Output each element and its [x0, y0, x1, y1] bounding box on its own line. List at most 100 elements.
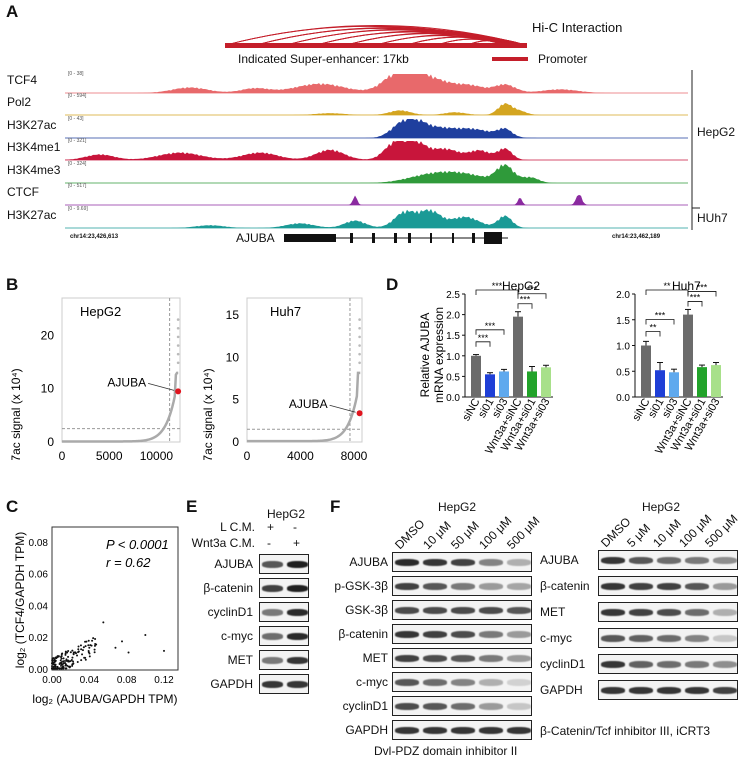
track-label: H3K4me1 — [7, 140, 61, 154]
blot-band — [287, 609, 308, 616]
blot-band — [451, 655, 475, 662]
blot-strip — [259, 650, 309, 670]
blot-band — [262, 561, 283, 568]
e-protein-label: c-myc — [221, 629, 253, 643]
gene-model — [284, 232, 508, 244]
blot-band — [479, 727, 503, 734]
b-point — [358, 318, 361, 321]
c-xlabel: log₂ (AJUBA/GAPDH TPM) — [32, 692, 177, 706]
e-sign: + — [293, 536, 301, 550]
c-point — [61, 652, 64, 655]
blot-strip — [392, 624, 532, 644]
b-ylabel-1: H3K27ac signal (x 10⁴) — [9, 368, 23, 460]
blot-band — [395, 607, 419, 614]
d-bar — [711, 365, 721, 397]
hic-label: Hi-C Interaction — [532, 20, 623, 35]
d-ytick: 0.0 — [446, 393, 460, 404]
b-ajuba-point — [175, 388, 182, 395]
f-left-protein: AJUBA — [349, 555, 388, 569]
blot-band — [507, 703, 531, 710]
c-point — [93, 651, 96, 654]
c-point — [87, 644, 90, 647]
blot-band — [423, 631, 447, 638]
blot-band — [451, 631, 475, 638]
blot-strip — [392, 720, 532, 740]
c-point — [87, 651, 90, 654]
c-point — [60, 664, 63, 667]
b-ajuba-label: AJUBA — [289, 397, 328, 411]
b-xtick: 0 — [59, 449, 66, 460]
c-point — [69, 651, 72, 654]
super-enhancer-bar — [225, 43, 527, 48]
c-point — [66, 651, 69, 654]
c-xtick: 0.00 — [42, 675, 62, 686]
b-point — [358, 335, 361, 339]
blot-band — [262, 633, 283, 640]
d-sig-label: *** — [697, 282, 708, 292]
blot-band — [629, 635, 653, 642]
panel-e-western: HepG2 L C.M. Wnt3a C.M. + - - + AJUBA β-catenin c… — [185, 497, 325, 727]
c-point — [53, 667, 56, 670]
d-bar — [669, 372, 679, 397]
blot-band — [601, 557, 625, 564]
track-signal — [65, 141, 688, 160]
d-bar — [683, 314, 693, 397]
d-bar — [485, 374, 495, 397]
d-ytick: 1.5 — [616, 316, 630, 327]
d-sig-label: ** — [663, 281, 671, 291]
c-point — [92, 637, 95, 640]
b-point — [176, 335, 180, 339]
d-ytick: 1.0 — [446, 352, 460, 363]
d-ylabel-line2: mRNA expression — [432, 307, 446, 403]
blot-band — [479, 655, 503, 662]
d-bar — [499, 371, 509, 397]
track-label: CTCF — [7, 185, 39, 199]
c-point — [71, 656, 74, 659]
f-left-protein: cyclinD1 — [342, 699, 388, 713]
c-point — [67, 665, 70, 668]
b-point — [358, 361, 361, 365]
blot-band — [395, 679, 419, 686]
c-ytick: 0.06 — [29, 570, 49, 581]
d-sig-bracket — [687, 301, 703, 307]
b-point — [176, 352, 180, 356]
blot-band — [713, 661, 737, 668]
f-right-protein: c-myc — [540, 631, 572, 645]
c-point — [53, 665, 56, 668]
blot-band — [601, 609, 625, 616]
c-point — [84, 640, 87, 643]
blot-band — [287, 681, 308, 688]
b-point — [176, 344, 180, 347]
gene-label: AJUBA — [236, 231, 275, 245]
c-point — [88, 646, 91, 649]
panel-f-left-western: HepG2 DMSO 10 μM 50 μM 100 μM 500 μM AJUBA p-GS… — [330, 500, 555, 761]
blot-band — [395, 727, 419, 734]
c-point — [55, 656, 58, 659]
blot-strip — [259, 674, 309, 694]
d-sig-label: *** — [527, 285, 538, 295]
f-right-caption: β-Catenin/Tcf inhibitor III, iCRT3 — [540, 724, 711, 738]
blot-band — [685, 687, 709, 694]
d-sig-label: *** — [485, 321, 496, 331]
blot-band — [423, 583, 447, 590]
d-ytick: 0.0 — [616, 393, 630, 404]
blot-band — [479, 583, 503, 590]
blot-band — [629, 557, 653, 564]
c-point — [69, 660, 72, 663]
c-point — [62, 662, 65, 665]
blot-strip — [392, 600, 532, 620]
d-bar — [697, 367, 707, 397]
c-point — [93, 648, 96, 651]
c-p-text: P < 0.0001 — [106, 537, 169, 552]
blot-band — [601, 687, 625, 694]
e-cond2-label: Wnt3a C.M. — [191, 536, 255, 550]
b-ytick: 10 — [226, 350, 240, 364]
blot-strip — [259, 554, 309, 574]
promoter-bar — [492, 57, 528, 61]
c-point — [64, 652, 67, 655]
c-point — [77, 648, 80, 651]
b-rank-curve — [247, 371, 361, 443]
blot-band — [685, 661, 709, 668]
blot-band — [287, 585, 308, 592]
coord-left: chr14:23,426,613 — [70, 234, 119, 240]
